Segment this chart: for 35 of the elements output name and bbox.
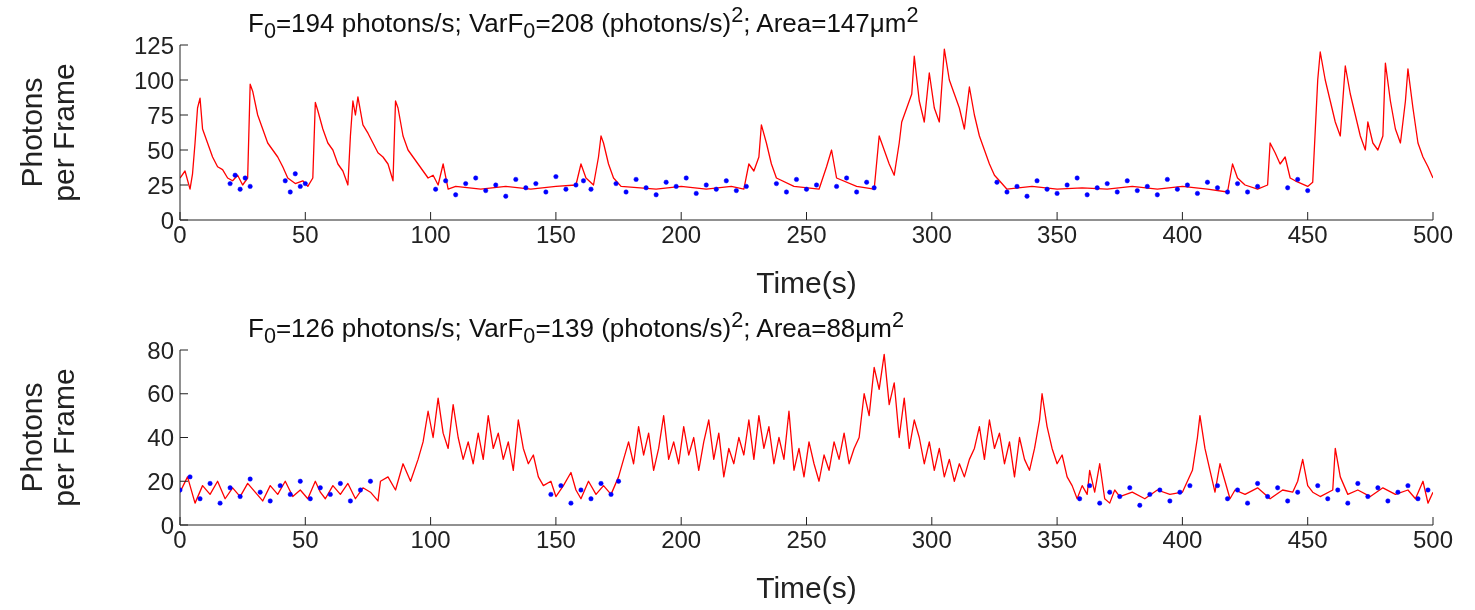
y-axis-title: Photons per Frame <box>15 368 80 507</box>
x-tick-label: 350 <box>1037 526 1078 554</box>
x-tick-label: 250 <box>786 221 827 249</box>
x-tick-label: 150 <box>535 526 576 554</box>
x-tick-label: 50 <box>291 221 319 249</box>
x-tick-label: 400 <box>1162 221 1203 249</box>
x-tick-label: 400 <box>1162 526 1203 554</box>
y-tick-label: 75 <box>147 101 174 129</box>
x-tick-label: 500 <box>1412 526 1454 554</box>
chart-title: F$_{0}$=194 photons/s; VarF$_{0}$=208 (photons/s)$^{2}$; Area=147μm$^{2}$ <box>247 2 920 44</box>
x-tick-label: 450 <box>1287 221 1328 249</box>
y-axis-title: Photons per Frame <box>15 63 80 202</box>
x-tick-label: 250 <box>786 526 827 554</box>
x-axis-title: Time(s) <box>756 266 857 299</box>
y-tick-label: 125 <box>133 31 174 59</box>
x-tick-label: 150 <box>535 221 576 249</box>
y-tick-label: 20 <box>147 467 174 495</box>
y-tick-label: 80 <box>147 336 174 364</box>
x-tick-label: 50 <box>291 526 319 554</box>
x-tick-label: 100 <box>410 221 451 249</box>
x-axis-title: Time(s) <box>756 571 857 604</box>
x-tick-label: 100 <box>410 526 451 554</box>
x-tick-label: 300 <box>911 221 952 249</box>
x-tick-label: 450 <box>1287 526 1328 554</box>
chart-title: F$_{0}$=126 photons/s; VarF$_{0}$=139 (photons/s)$^{2}$; Area=88μm$^{2}$ <box>247 307 906 349</box>
y-tick-label: 25 <box>147 171 174 199</box>
y-tick-label: 100 <box>133 66 174 94</box>
y-tick-label: 60 <box>147 380 174 408</box>
x-tick-label: 200 <box>661 526 702 554</box>
x-tick-label: 300 <box>911 526 952 554</box>
y-tick-label: 50 <box>147 136 174 164</box>
x-tick-label: 350 <box>1037 221 1078 249</box>
x-tick-label: 200 <box>661 221 702 249</box>
x-tick-label: 500 <box>1412 221 1454 249</box>
y-tick-label: 40 <box>147 424 174 452</box>
